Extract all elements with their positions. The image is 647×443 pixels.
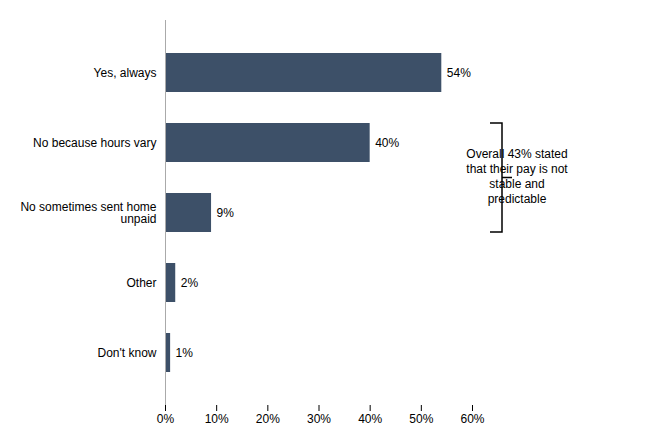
svg-text:2%: 2% (181, 276, 199, 290)
svg-text:30%: 30% (307, 412, 331, 426)
svg-text:Overall 43% statedthat their p: Overall 43% statedthat their pay is nots… (466, 147, 568, 206)
svg-text:50%: 50% (409, 412, 433, 426)
svg-text:No because hours vary: No because hours vary (33, 136, 156, 150)
svg-text:54%: 54% (447, 66, 471, 80)
svg-text:20%: 20% (256, 412, 280, 426)
svg-text:40%: 40% (375, 136, 399, 150)
svg-text:Don't know: Don't know (98, 346, 157, 360)
svg-text:1%: 1% (176, 346, 194, 360)
svg-text:No sometimes sent homeunpaid: No sometimes sent homeunpaid (20, 200, 156, 226)
svg-text:0%: 0% (157, 412, 175, 426)
svg-text:40%: 40% (358, 412, 382, 426)
svg-text:10%: 10% (205, 412, 229, 426)
svg-text:Yes, always: Yes, always (94, 66, 157, 80)
svg-text:60%: 60% (460, 412, 484, 426)
svg-text:Other: Other (126, 276, 156, 290)
svg-text:9%: 9% (217, 206, 235, 220)
